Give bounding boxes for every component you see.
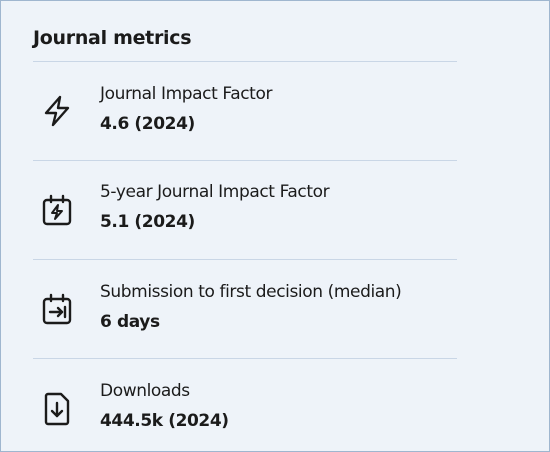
metric-value: 5.1 (2024) [100,212,195,232]
metric-label: Journal Impact Factor [100,84,273,104]
divider [33,259,457,260]
divider [33,160,457,161]
download-icon [44,392,70,426]
metric-label: Submission to first decision (median) [100,282,402,302]
metric-value: 444.5k (2024) [100,411,229,431]
metric-value: 6 days [100,312,160,332]
divider [33,61,457,62]
metric-value: 4.6 (2024) [100,114,195,134]
calendar-lightning-icon [42,194,72,226]
lightning-icon [44,95,70,127]
panel-title: Journal metrics [33,27,192,49]
metric-label: 5-year Journal Impact Factor [100,182,330,202]
divider [33,358,457,359]
metric-label: Downloads [100,381,190,401]
calendar-arrow-icon [42,293,72,325]
